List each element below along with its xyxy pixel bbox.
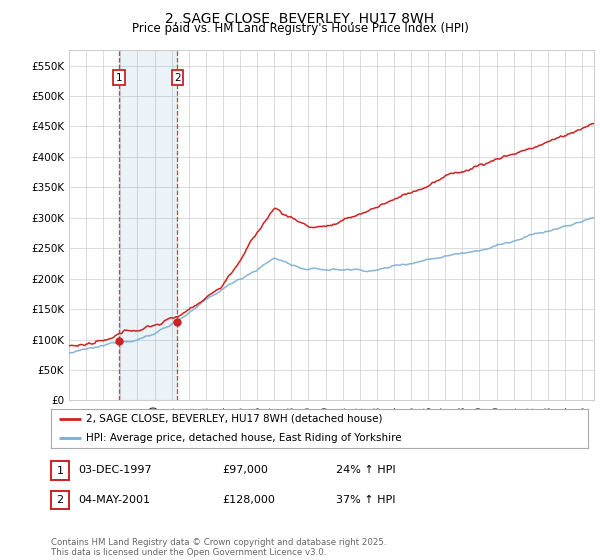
Text: 24% ↑ HPI: 24% ↑ HPI [336,465,395,475]
Text: 1: 1 [56,466,64,475]
Text: 2, SAGE CLOSE, BEVERLEY, HU17 8WH (detached house): 2, SAGE CLOSE, BEVERLEY, HU17 8WH (detac… [86,414,382,423]
Text: Contains HM Land Registry data © Crown copyright and database right 2025.
This d: Contains HM Land Registry data © Crown c… [51,538,386,557]
Text: £97,000: £97,000 [222,465,268,475]
Text: £128,000: £128,000 [222,494,275,505]
Text: 2: 2 [174,73,181,83]
Text: HPI: Average price, detached house, East Riding of Yorkshire: HPI: Average price, detached house, East… [86,433,401,443]
Text: 1: 1 [116,73,122,83]
Text: 2, SAGE CLOSE, BEVERLEY, HU17 8WH: 2, SAGE CLOSE, BEVERLEY, HU17 8WH [166,12,434,26]
Text: 37% ↑ HPI: 37% ↑ HPI [336,494,395,505]
Text: 03-DEC-1997: 03-DEC-1997 [78,465,152,475]
Text: Price paid vs. HM Land Registry's House Price Index (HPI): Price paid vs. HM Land Registry's House … [131,22,469,35]
Text: 2: 2 [56,495,64,505]
Bar [119,50,178,400]
Text: 04-MAY-2001: 04-MAY-2001 [78,494,150,505]
